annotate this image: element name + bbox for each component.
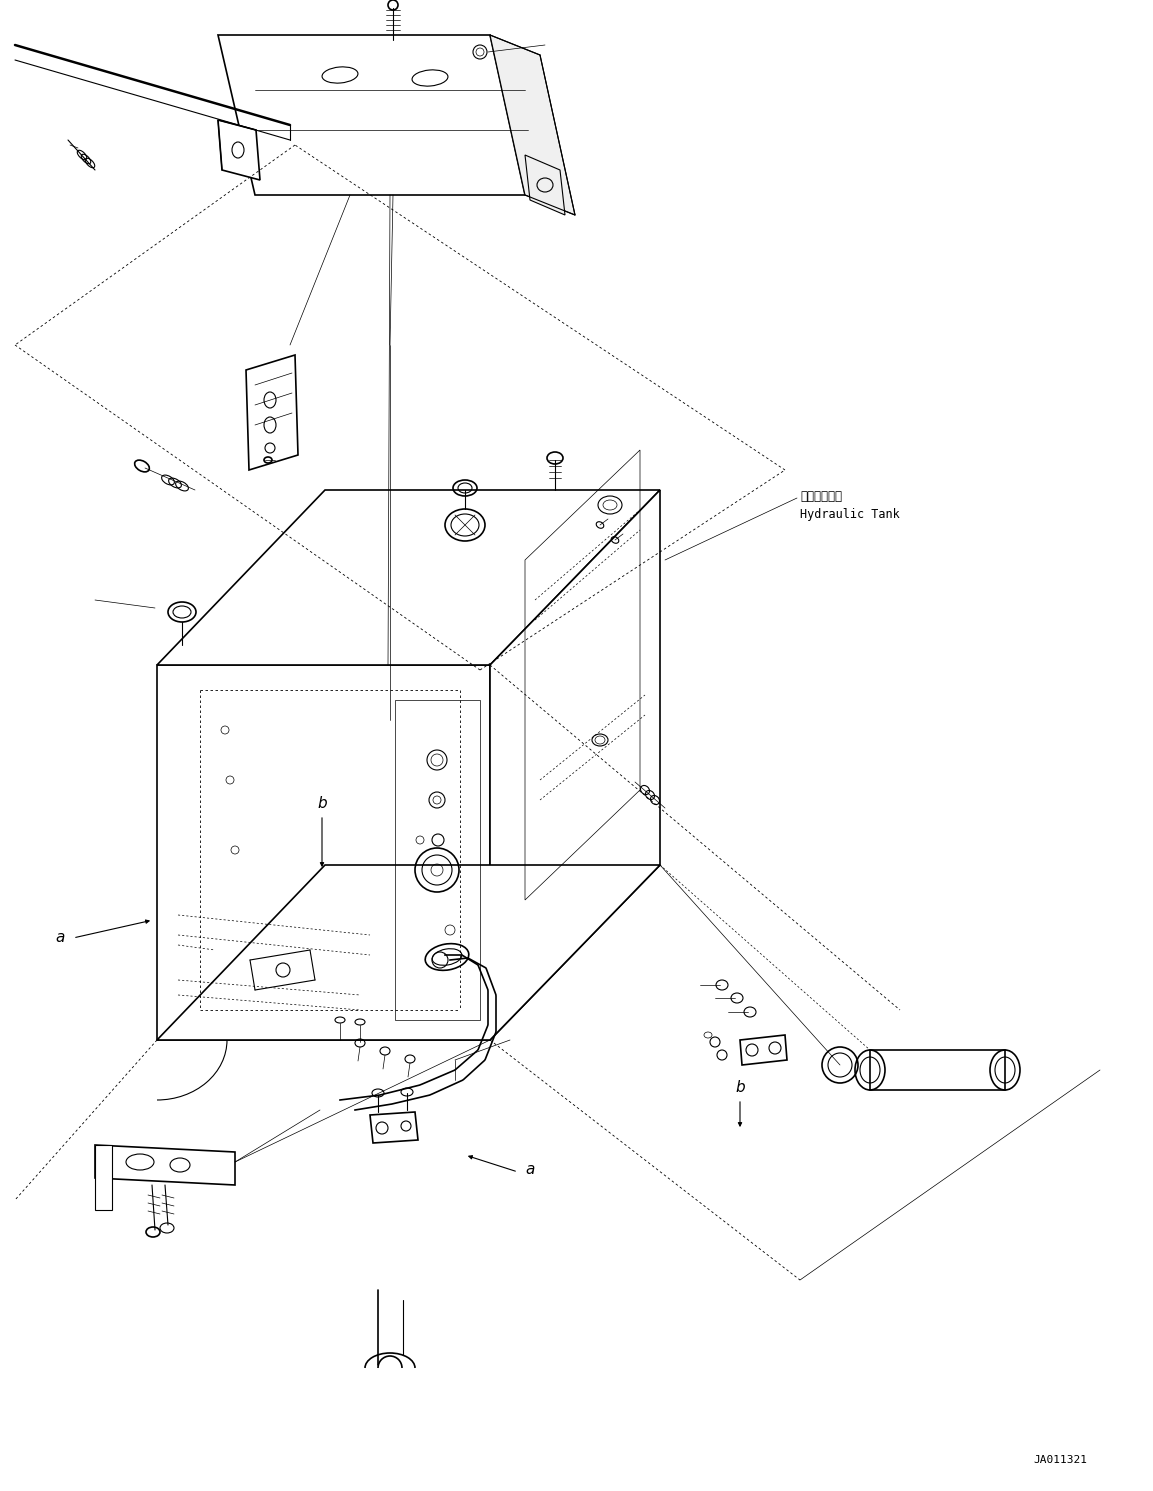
Polygon shape [740,1035,787,1065]
Text: Hydraulic Tank: Hydraulic Tank [800,508,899,520]
Text: JA011321: JA011321 [1033,1455,1087,1466]
Polygon shape [490,491,660,1041]
Polygon shape [871,1050,1005,1090]
Text: a: a [526,1163,535,1178]
Polygon shape [218,34,525,195]
Text: b: b [736,1081,745,1096]
Polygon shape [95,1145,112,1211]
Polygon shape [157,665,490,1041]
Polygon shape [95,1145,235,1185]
Text: 作動油タンク: 作動油タンク [800,491,842,502]
Polygon shape [246,355,297,470]
Text: b: b [317,796,326,811]
Polygon shape [218,119,259,180]
Polygon shape [525,155,565,215]
Polygon shape [490,34,575,215]
Polygon shape [157,865,660,1041]
Text: a: a [55,930,65,945]
Polygon shape [157,491,660,665]
Polygon shape [370,1112,419,1144]
